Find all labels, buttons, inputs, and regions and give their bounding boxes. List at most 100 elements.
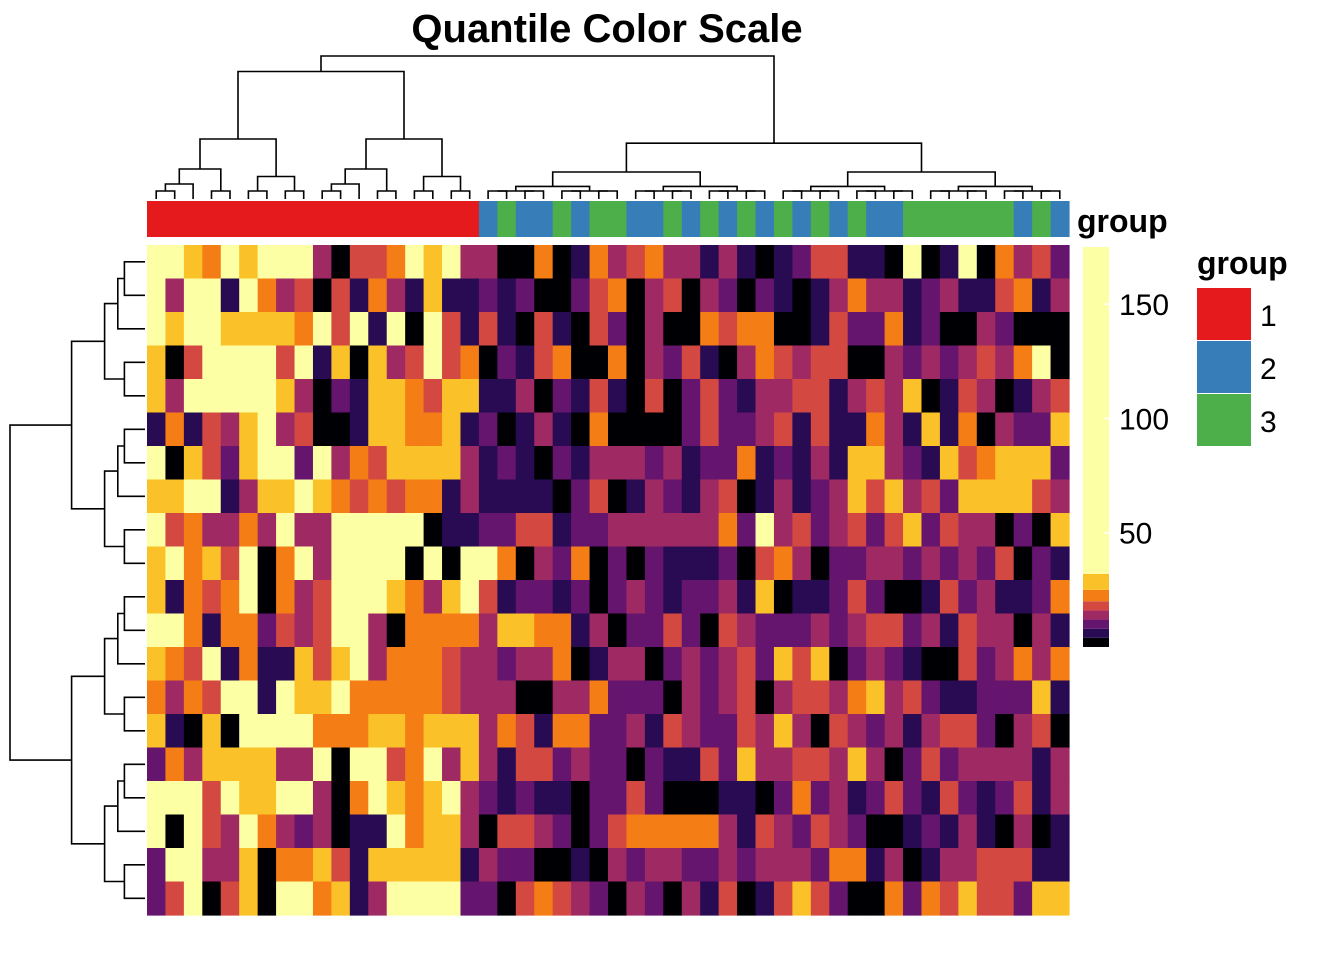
- heatmap-cell: [497, 278, 517, 313]
- heatmap-cell: [442, 446, 462, 481]
- heatmap-cell: [976, 479, 996, 514]
- heatmap-cell: [958, 312, 978, 347]
- heatmap-cell: [497, 580, 517, 615]
- heatmap-cell: [442, 278, 462, 313]
- heatmap-cell: [386, 345, 406, 380]
- heatmap-cell: [423, 680, 443, 715]
- heatmap-cell: [626, 747, 646, 782]
- heatmap-cell: [866, 848, 886, 883]
- heatmap-cell: [755, 747, 775, 782]
- annotation-cell: [608, 201, 628, 237]
- heatmap-cell: [460, 479, 480, 514]
- heatmap-cell: [294, 312, 314, 347]
- heatmap-cell: [903, 479, 923, 514]
- heatmap-cell: [202, 412, 222, 447]
- heatmap-cell: [515, 312, 535, 347]
- heatmap-cell: [183, 312, 203, 347]
- group-legend: group 1 2 3: [1197, 245, 1288, 446]
- heatmap-cell: [626, 379, 646, 414]
- heatmap-cell: [644, 546, 664, 581]
- heatmap-cell: [147, 312, 167, 347]
- column-dendrogram-branch: [1003, 190, 1024, 199]
- heatmap-cell: [312, 479, 332, 514]
- heatmap-cell: [681, 613, 701, 648]
- heatmap-cell: [460, 714, 480, 749]
- column-dendrogram-branch: [846, 171, 996, 187]
- heatmap-cell: [239, 781, 259, 816]
- heatmap-cell: [589, 647, 609, 682]
- heatmap-cell: [903, 379, 923, 414]
- heatmap-cell: [386, 647, 406, 682]
- heatmap-cell: [405, 412, 425, 447]
- heatmap-cell: [220, 580, 240, 615]
- heatmap-cell: [939, 446, 959, 481]
- row-dendrogram-branch: [103, 302, 125, 380]
- heatmap-cell: [644, 714, 664, 749]
- heatmap-cell: [534, 245, 554, 280]
- heatmap-cell: [312, 312, 332, 347]
- heatmap-cell: [202, 848, 222, 883]
- heatmap-cell: [276, 580, 296, 615]
- heatmap-cell: [663, 881, 683, 916]
- chart-title: Quantile Color Scale: [411, 7, 802, 51]
- annotation-cell: [903, 201, 923, 237]
- heatmap-cell: [202, 513, 222, 548]
- annotation-cell: [663, 201, 683, 237]
- heatmap-cell: [921, 881, 941, 916]
- heatmap-cell: [829, 379, 849, 414]
- column-dendrogram-branch: [966, 190, 987, 199]
- heatmap-cell: [515, 379, 535, 414]
- heatmap-cell: [903, 747, 923, 782]
- heatmap-cell: [866, 312, 886, 347]
- heatmap-cell: [460, 345, 480, 380]
- row-dendrogram-branch: [123, 696, 145, 732]
- heatmap-cell: [405, 881, 425, 916]
- heatmap-cell: [866, 714, 886, 749]
- heatmap-cell: [810, 479, 830, 514]
- heatmap-cell: [460, 848, 480, 883]
- heatmap-cell: [663, 680, 683, 715]
- heatmap-cell: [239, 546, 259, 581]
- heatmap-cell: [331, 613, 351, 648]
- heatmap-cell: [644, 345, 664, 380]
- heatmap-cell: [386, 479, 406, 514]
- heatmap-cell: [903, 345, 923, 380]
- heatmap-cell: [1050, 245, 1070, 280]
- heatmap-cell: [626, 312, 646, 347]
- heatmap-cell: [976, 848, 996, 883]
- heatmap-cell: [737, 714, 757, 749]
- heatmap-cell: [405, 345, 425, 380]
- annotation-cell: [220, 201, 240, 237]
- heatmap-cell: [866, 513, 886, 548]
- heatmap-cell: [497, 747, 517, 782]
- heatmap-cell: [608, 513, 628, 548]
- heatmap-cell: [294, 278, 314, 313]
- heatmap-cell: [202, 747, 222, 782]
- heatmap-cell: [386, 747, 406, 782]
- heatmap-cell: [147, 814, 167, 849]
- heatmap-cell: [552, 714, 572, 749]
- heatmap-cell: [460, 747, 480, 782]
- heatmap-cell: [921, 479, 941, 514]
- heatmap-cell: [312, 379, 332, 414]
- heatmap-cell: [1032, 412, 1052, 447]
- heatmap-cell: [700, 479, 720, 514]
- heatmap-cell: [257, 546, 277, 581]
- heatmap-cell: [847, 848, 867, 883]
- row-dendrogram-branch: [70, 340, 105, 510]
- heatmap-cell: [202, 546, 222, 581]
- heatmap-cell: [1032, 680, 1052, 715]
- heatmap-cell: [866, 379, 886, 414]
- heatmap-cell: [294, 412, 314, 447]
- heatmap-cell: [165, 312, 185, 347]
- heatmap-cell: [257, 446, 277, 481]
- annotation-cell: [589, 201, 609, 237]
- heatmap-cell: [866, 245, 886, 280]
- heatmap-cell: [534, 613, 554, 648]
- heatmap-cell: [1032, 580, 1052, 615]
- heatmap-cell: [515, 513, 535, 548]
- heatmap-cell: [939, 680, 959, 715]
- heatmap-cell: [589, 345, 609, 380]
- heatmap-cell: [515, 278, 535, 313]
- heatmap-cell: [737, 278, 757, 313]
